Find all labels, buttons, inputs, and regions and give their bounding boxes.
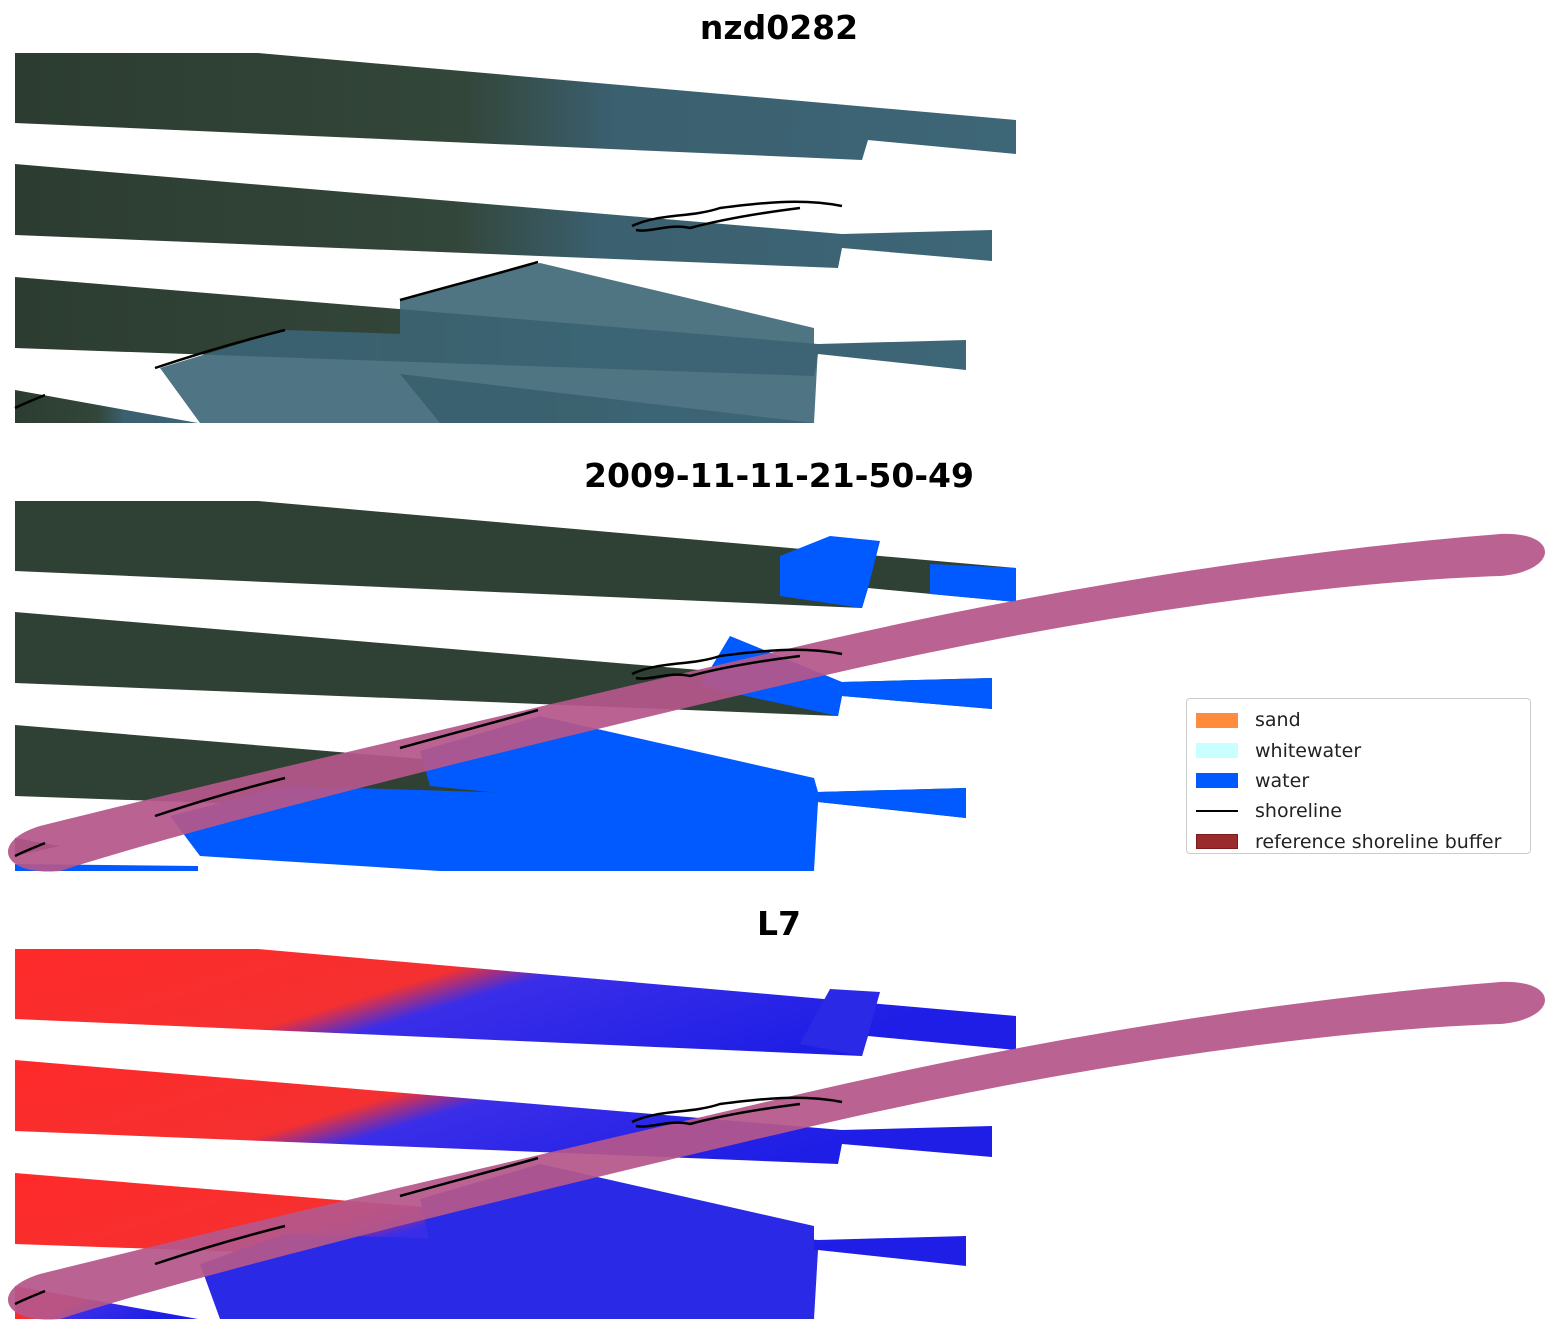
legend-label: whitewater xyxy=(1255,739,1362,762)
legend-label: water xyxy=(1255,769,1310,792)
panel-title-rgb: nzd0282 xyxy=(699,8,859,47)
sand-swatch xyxy=(1196,712,1238,728)
shoreline-lines xyxy=(14,200,843,410)
panel-title-index: L7 xyxy=(757,904,801,943)
shoreline-line-swatch xyxy=(1196,810,1238,813)
legend-label: reference shoreline buffer xyxy=(1255,830,1502,853)
shoreline-lines xyxy=(14,648,843,858)
reference-shoreline-buffer xyxy=(7,533,1546,872)
whitewater-swatch xyxy=(1196,743,1238,759)
reference-shoreline-buffer xyxy=(7,981,1546,1320)
water-swatch xyxy=(1196,773,1238,789)
legend-item-sand: sand xyxy=(1187,705,1530,735)
legend-item-shoreline: shoreline xyxy=(1187,796,1530,826)
legend-item-whitewater: whitewater xyxy=(1187,735,1530,765)
legend-item-water: water xyxy=(1187,766,1530,796)
shoreline-lines xyxy=(14,1096,843,1306)
index-panel xyxy=(7,949,1546,1320)
legend-label: shoreline xyxy=(1255,800,1342,823)
classification-panel xyxy=(7,501,1546,872)
panel-title-classification: 2009-11-11-21-50-49 xyxy=(584,456,974,495)
legend: sand whitewater water shoreline referenc… xyxy=(1186,698,1531,854)
buffer-swatch xyxy=(1196,834,1238,850)
legend-item-buffer: reference shoreline buffer xyxy=(1187,827,1530,857)
rgb-image-panel xyxy=(14,53,1016,423)
legend-label: sand xyxy=(1255,709,1301,732)
